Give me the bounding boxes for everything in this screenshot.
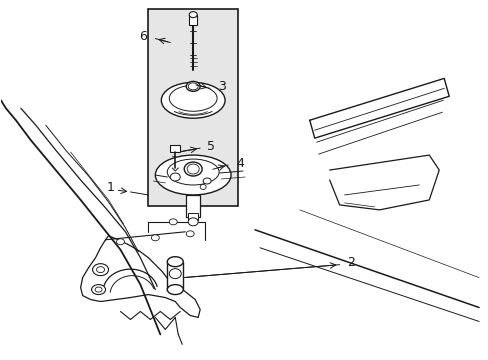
Ellipse shape — [161, 82, 224, 118]
Ellipse shape — [169, 269, 181, 279]
Text: 6: 6 — [139, 30, 147, 43]
Ellipse shape — [187, 164, 199, 174]
Ellipse shape — [186, 231, 194, 237]
Ellipse shape — [91, 285, 105, 294]
Ellipse shape — [92, 264, 108, 276]
Ellipse shape — [169, 219, 177, 225]
Ellipse shape — [96, 267, 104, 273]
Ellipse shape — [170, 173, 180, 181]
Ellipse shape — [200, 184, 206, 189]
Ellipse shape — [188, 218, 198, 226]
Text: 1: 1 — [106, 181, 114, 194]
Bar — [188, 213, 198, 220]
Ellipse shape — [116, 239, 124, 245]
Ellipse shape — [167, 159, 219, 185]
Ellipse shape — [155, 155, 230, 195]
Ellipse shape — [167, 285, 183, 294]
Ellipse shape — [151, 235, 159, 241]
Bar — [189, 15, 197, 24]
Bar — [148, 9, 238, 206]
Ellipse shape — [184, 162, 202, 176]
Ellipse shape — [186, 81, 200, 91]
Ellipse shape — [169, 85, 217, 111]
Ellipse shape — [95, 287, 102, 292]
Bar — [186, 195, 200, 217]
Text: 5: 5 — [207, 140, 215, 153]
Text: 2: 2 — [347, 256, 355, 269]
Ellipse shape — [167, 257, 183, 267]
Text: 3: 3 — [218, 80, 225, 93]
Bar — [167, 262, 183, 289]
Ellipse shape — [203, 178, 211, 184]
Ellipse shape — [188, 83, 198, 90]
Ellipse shape — [189, 12, 197, 18]
Text: 4: 4 — [236, 157, 244, 170]
Bar — [170, 145, 180, 152]
